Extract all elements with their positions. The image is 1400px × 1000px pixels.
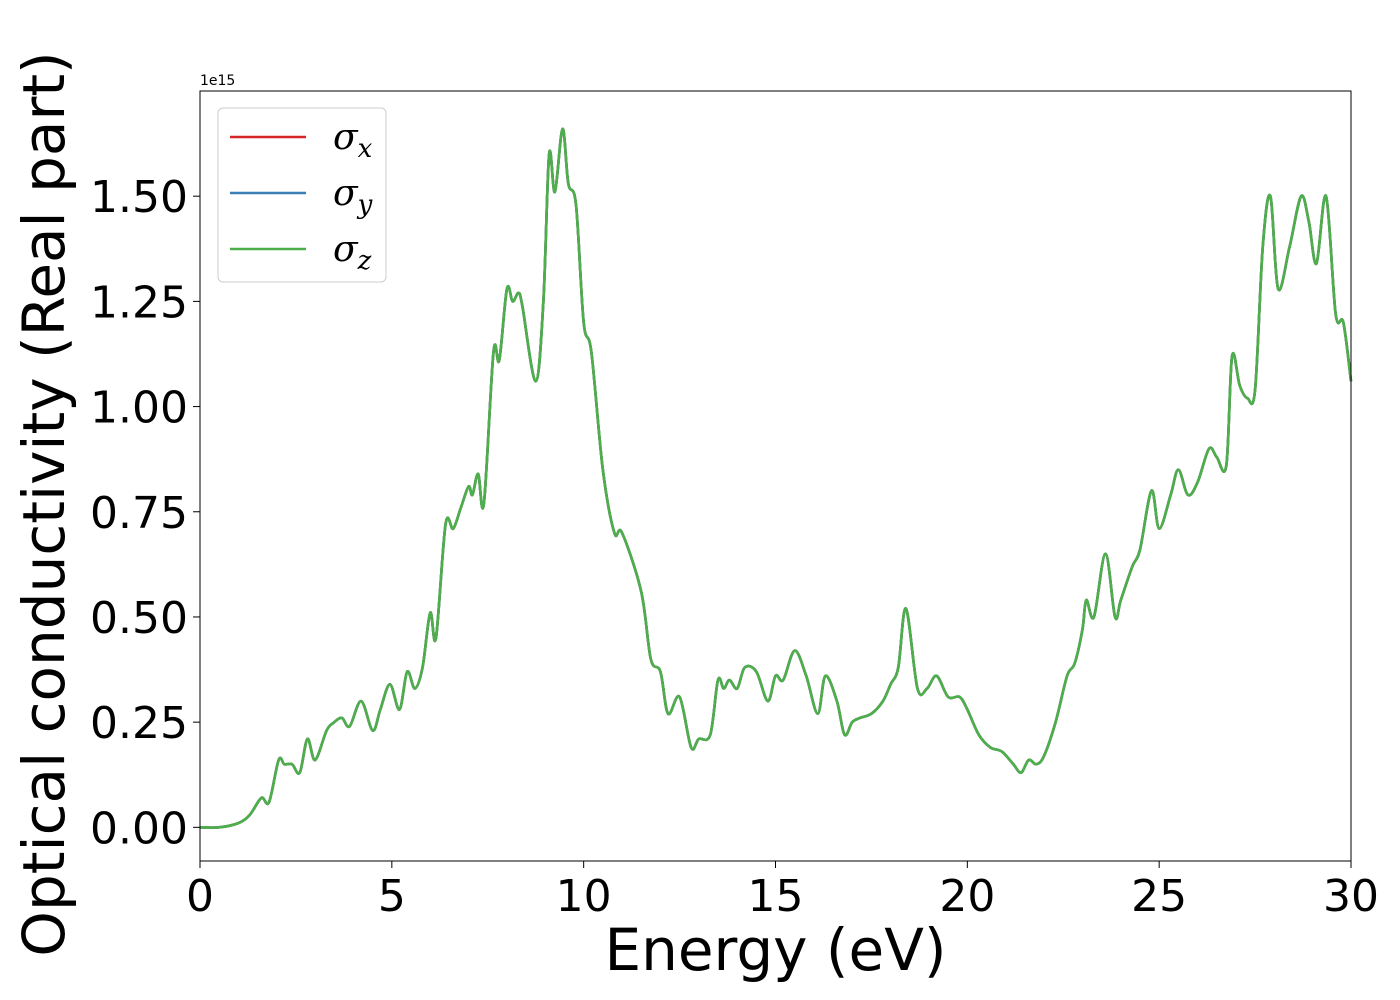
y-offset-text: 1e15 — [200, 73, 235, 89]
y-tick-label: 1.50 — [90, 172, 188, 223]
y-tick-label: 1.00 — [90, 383, 188, 434]
legend-label: σy — [333, 173, 373, 220]
y-tick-label: 1.25 — [90, 277, 188, 328]
x-axis: 0 5 10 15 20 25 30 — [186, 861, 1379, 922]
x-tick-label: 10 — [556, 871, 612, 922]
legend-frame — [217, 107, 387, 283]
x-tick-label: 25 — [1131, 871, 1187, 922]
x-tick-label: 30 — [1323, 871, 1379, 922]
y-tick-label: 0.25 — [90, 698, 188, 749]
y-axis: 0.00 0.25 0.50 0.75 1.00 1.25 1.50 — [90, 172, 200, 854]
y-axis-label: Optical conductivity (Real part) — [10, 51, 78, 956]
x-tick-label: 5 — [378, 871, 406, 922]
legend-label: σz — [333, 229, 372, 276]
y-tick-label: 0.50 — [90, 593, 188, 644]
x-tick-label: 20 — [939, 871, 995, 922]
legend: σx σy σz — [217, 107, 387, 283]
series-layer — [199, 127, 1353, 829]
x-axis-label: Energy (eV) — [604, 916, 946, 984]
y-tick-label: 0.75 — [90, 488, 188, 539]
series-line-sigma-z — [199, 127, 1353, 829]
x-tick-label: 0 — [186, 871, 214, 922]
y-tick-label: 0.00 — [90, 803, 188, 854]
legend-label: σx — [333, 117, 373, 164]
x-tick-label: 15 — [748, 871, 804, 922]
